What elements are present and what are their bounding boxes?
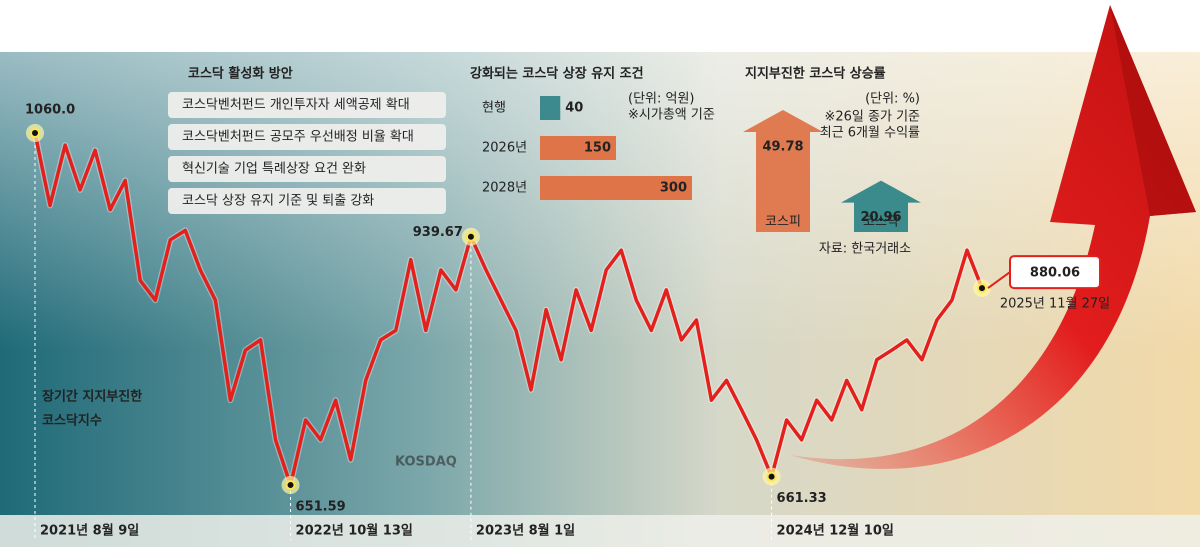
point [977, 283, 987, 294]
index-line [33, 132, 984, 487]
point [285, 480, 296, 490]
arrow-bar [841, 180, 921, 232]
bar [540, 176, 692, 200]
value-label: 880.06 [1030, 266, 1080, 281]
policy-item: 코스닥벤처펀드 공모주 우선배정 비율 확대 [182, 130, 414, 145]
policy-item: 코스닥벤처펀드 개인투자자 세액공제 확대 [182, 98, 410, 113]
rising-arrow [790, 5, 1196, 469]
bar-note: ※시가총액 기준 [628, 108, 715, 123]
watermark: KOSDAQ [395, 455, 457, 470]
policy-title: 코스닥 활성화 방안 [188, 66, 293, 82]
value-label: 661.33 [777, 491, 827, 506]
policy-item: 혁신기술 기업 특례상장 요건 완화 [182, 162, 366, 177]
bar-title: 강화되는 코스닥 상장 유지 조건 [470, 66, 644, 82]
bar-note: (단위: 억원) [628, 92, 695, 107]
policy-item-box [168, 92, 446, 118]
date-label: 2025년 11월 27일 [1000, 297, 1110, 312]
source: 자료: 한국거래소 [819, 242, 911, 257]
date-strip [0, 515, 1200, 547]
date-label: 2021년 8월 9일 [40, 523, 139, 539]
rising-arrow-shade [1110, 5, 1196, 216]
policy-item: 코스닥 상장 유지 기준 및 퇴출 강화 [182, 194, 374, 209]
annotation: 코스닥지수 [42, 413, 102, 429]
arrow-category: 코스닥 [863, 215, 899, 230]
bar-value: 150 [584, 141, 611, 156]
value-label: 939.67 [413, 225, 463, 240]
bar-category: 현행 [482, 100, 506, 116]
bar-value: 300 [660, 181, 687, 196]
arrow-title: 지지부진한 코스닥 상승률 [745, 66, 886, 82]
policy-item-box [168, 188, 446, 214]
date-label: 2024년 12월 10일 [777, 523, 894, 539]
bar [540, 136, 616, 160]
value-label: 651.59 [296, 500, 346, 515]
point [766, 471, 777, 482]
arrow-value: 49.78 [762, 140, 803, 155]
annotation: 장기간 지지부진한 [42, 389, 142, 405]
point [30, 128, 40, 138]
arrow-note: 최근 6개월 수익률 [820, 126, 920, 141]
policy-item-box [168, 124, 446, 150]
arrow-note: (단위: %) [865, 92, 920, 107]
bar [540, 96, 561, 120]
policy-item-box [168, 156, 446, 182]
date-label: 2022년 10월 13일 [296, 523, 413, 539]
arrow-category: 코스피 [765, 215, 801, 230]
bar-value: 40 [565, 101, 583, 116]
last-label-pointer [987, 271, 1011, 289]
arrow-bar [743, 110, 823, 232]
bar-category: 2026년 [482, 141, 527, 156]
bar-category: 2028년 [482, 181, 527, 196]
value-label: 1060.0 [25, 103, 75, 118]
arrow-note: ※26일 종가 기준 [825, 110, 921, 125]
arrow-value: 20.96 [860, 210, 901, 225]
point [465, 231, 476, 242]
date-label: 2023년 8월 1일 [476, 523, 575, 539]
